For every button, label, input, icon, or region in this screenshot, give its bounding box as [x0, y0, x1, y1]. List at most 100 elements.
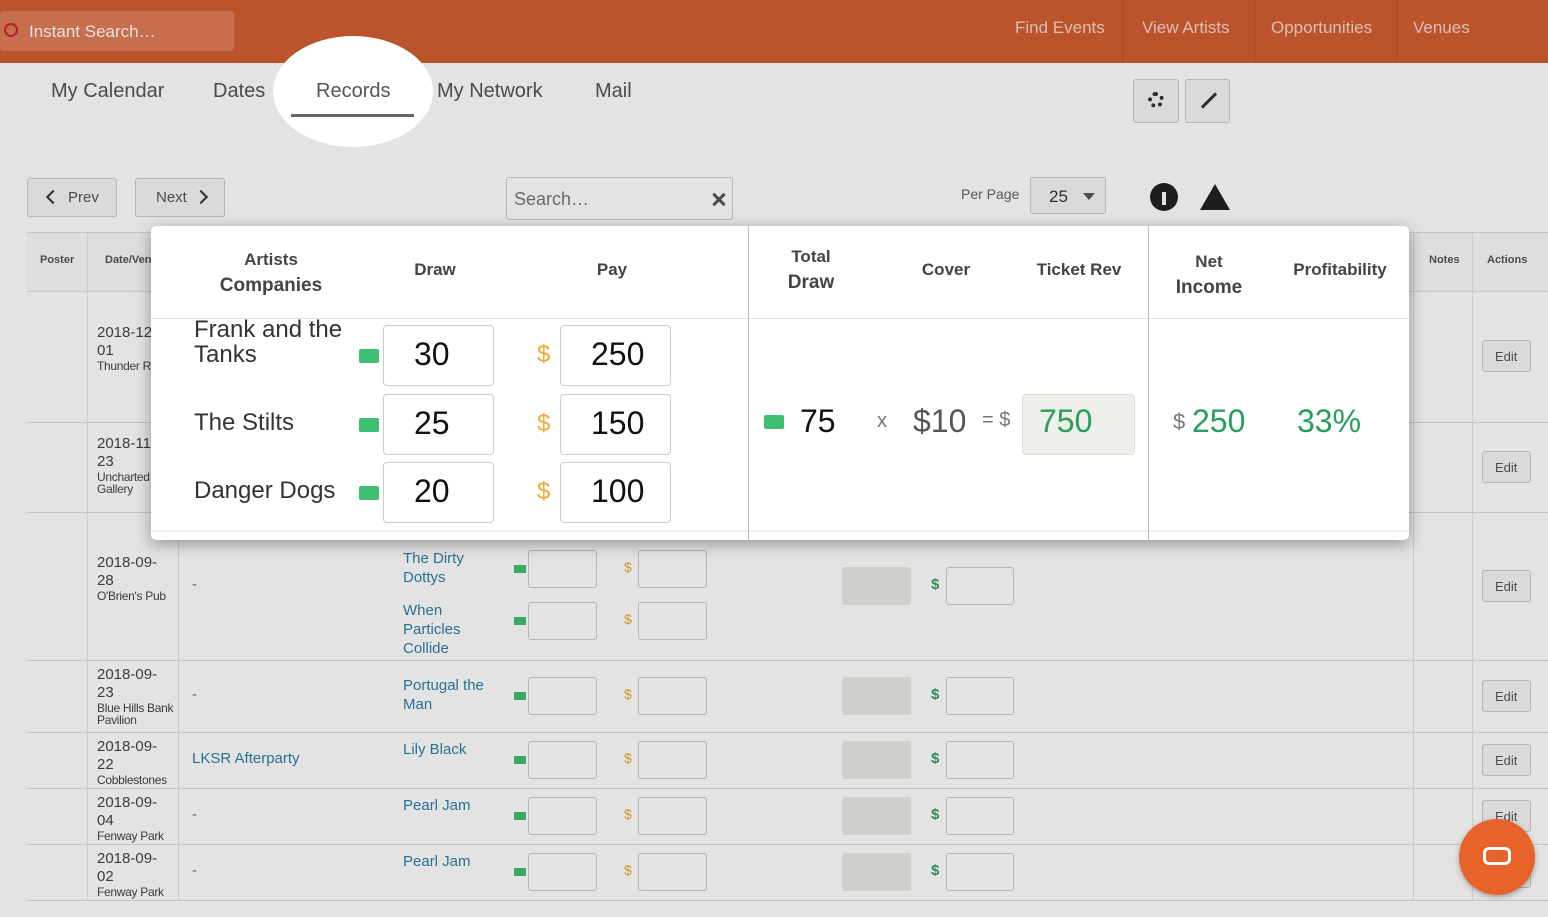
chat-icon [1483, 847, 1511, 865]
edit-button[interactable]: Edit [1482, 340, 1531, 372]
pay-input[interactable] [638, 853, 707, 891]
row-artist[interactable]: Lily Black [403, 741, 467, 758]
ticket-icon [514, 756, 526, 764]
cover-input[interactable] [946, 797, 1014, 835]
cover-input[interactable] [946, 853, 1014, 891]
cover-input[interactable] [946, 741, 1014, 779]
col-divider [87, 232, 88, 900]
col-header: Actions [1487, 254, 1528, 266]
draw-input[interactable] [528, 853, 597, 891]
row-artist[interactable]: Pearl Jam [403, 797, 471, 814]
row-artist[interactable]: The Dirty Dottys [403, 550, 464, 586]
edit-button[interactable]: Edit [1482, 451, 1531, 483]
dollar: $ [537, 478, 551, 505]
header-line: Draw [787, 272, 835, 293]
row-event[interactable]: LKSR Afterparty [192, 750, 300, 767]
cover-box [842, 567, 911, 605]
col-header: Poster [40, 254, 75, 266]
pay-input[interactable]: 150 [560, 394, 671, 455]
row-venue: Uncharted Gallery [97, 470, 150, 496]
edit-button[interactable]: Edit [1482, 570, 1531, 602]
pay-input[interactable] [638, 677, 707, 715]
pay-input[interactable]: 100 [560, 462, 671, 523]
chat-button[interactable] [1459, 819, 1535, 895]
ticket-rev: 750 [1039, 403, 1093, 439]
row-venue: O'Brien's Pub [97, 589, 166, 603]
tab[interactable]: Dates [213, 80, 266, 102]
draw-input[interactable] [528, 550, 597, 588]
row-date: 2018-09-28 [97, 554, 158, 589]
tab[interactable]: My Calendar [51, 80, 165, 102]
row-date: 2018-09-04 [97, 794, 158, 829]
edit-button[interactable]: Edit [1482, 680, 1531, 712]
header-line: Net [1195, 252, 1223, 271]
dollar: $ [931, 686, 940, 703]
row-divider [27, 844, 1548, 845]
dollar: $ [624, 862, 632, 878]
nav-link[interactable]: Venues [1413, 18, 1470, 37]
row-venue: Fenway Park [97, 885, 164, 899]
nav-link[interactable]: Find Events [1015, 18, 1105, 37]
dollar: $ [537, 341, 551, 368]
gear-icon [1148, 92, 1164, 108]
nav-link[interactable]: Opportunities [1271, 18, 1373, 37]
dollar: $ [624, 686, 632, 702]
ticket-icon [359, 418, 379, 432]
tab[interactable]: My Network [437, 80, 543, 102]
cover: $10 [913, 403, 967, 439]
header-line: Cover [921, 260, 971, 279]
header-line: Ticket Rev [1036, 260, 1122, 279]
prev-button[interactable]: Prev [27, 178, 117, 217]
dollar: $ [931, 750, 940, 767]
next-button[interactable]: Next [135, 178, 225, 217]
footer-rule [151, 530, 1409, 532]
row-artist[interactable]: Pearl Jam [403, 853, 471, 870]
net-income-header: Net Income [1149, 249, 1269, 301]
top-bar [0, 0, 1548, 63]
search-placeholder: Search… [514, 189, 590, 209]
tab[interactable]: Records [316, 80, 391, 102]
profitability: 33% [1297, 403, 1362, 439]
row-artist[interactable]: When Particles Collide [403, 602, 461, 657]
draw-input[interactable]: 20 [383, 462, 494, 523]
edit-button[interactable]: Edit [1482, 744, 1531, 776]
header-line: Pay [596, 260, 628, 279]
draw-input[interactable] [528, 602, 597, 640]
draw-input[interactable] [528, 797, 597, 835]
instant-search[interactable]: Instant Search… [0, 11, 234, 51]
row-event: - [192, 862, 197, 879]
row-date: 2018-09-23 [97, 666, 158, 701]
draw-input[interactable]: 25 [383, 394, 494, 455]
draw-input[interactable] [528, 677, 597, 715]
ticket-rev-header: Ticket Rev [1014, 257, 1144, 283]
nav-link[interactable]: View Artists [1142, 18, 1230, 37]
cover-input[interactable] [946, 677, 1014, 715]
info-i [1162, 192, 1166, 205]
header-line: Companies [219, 275, 323, 296]
row-artist[interactable]: Portugal the Man [403, 677, 484, 713]
draw-header: Draw [375, 257, 495, 283]
draw-input[interactable]: 30 [383, 325, 494, 386]
artist-name: Frank and the Tanks [194, 316, 343, 368]
draw-input[interactable] [528, 741, 597, 779]
cover-box [842, 797, 911, 835]
pay-input[interactable] [638, 741, 707, 779]
tab[interactable]: Mail [595, 80, 632, 102]
row-divider [27, 900, 1548, 901]
pay-input[interactable]: 250 [560, 325, 671, 386]
table-search[interactable]: Search… [506, 177, 733, 220]
prev-label: Prev [68, 189, 99, 206]
pay-input[interactable] [638, 602, 707, 640]
col-divider [1413, 232, 1414, 900]
pay-input[interactable] [638, 550, 707, 588]
next-label: Next [156, 189, 187, 206]
per-page-select[interactable]: 25 [1030, 177, 1106, 214]
net-currency: $ [1173, 409, 1186, 434]
search-placeholder: Instant Search… [29, 22, 156, 41]
nav-divider [1254, 0, 1255, 63]
tab-underline [291, 114, 414, 117]
cover-input[interactable] [946, 567, 1014, 605]
row-date: 2018-12-01 [97, 324, 158, 359]
pay-input[interactable] [638, 797, 707, 835]
per-page-label: Per Page [961, 186, 1020, 202]
